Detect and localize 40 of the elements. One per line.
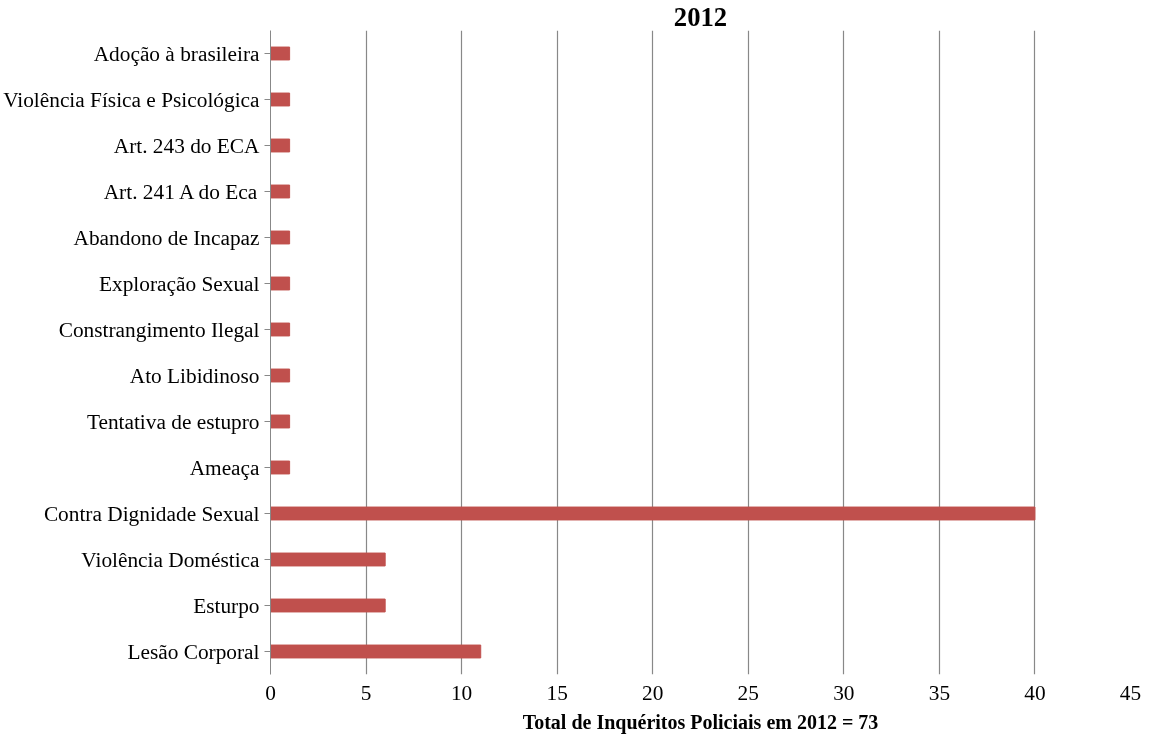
x-tick-label: 45 — [1119, 680, 1142, 705]
y-tick-label: Contra Dignidade Sexual — [43, 501, 260, 526]
x-tick-label: 10 — [450, 680, 473, 705]
bar — [270, 138, 291, 153]
bar — [270, 322, 291, 337]
y-tick-label: Tentativa de estupro — [86, 409, 260, 434]
y-tick-label: Art. 243 do ECA — [113, 133, 261, 158]
y-tick-label: Constrangimento Ilegal — [58, 317, 260, 342]
y-tick-label: Ameaça — [189, 455, 261, 480]
bar — [270, 414, 291, 429]
bar — [270, 368, 291, 383]
y-tick-label: Adoção à brasileira — [93, 41, 261, 66]
y-tick-label: Abandono de Incapaz — [73, 225, 260, 250]
y-tick-label: Exploração Sexual — [99, 271, 260, 296]
bar — [270, 230, 291, 245]
y-tick-label: Ato Libidinoso — [129, 363, 260, 388]
x-tick-label: 0 — [265, 680, 276, 705]
y-tick-label: Violência Doméstica — [81, 547, 261, 572]
chart-title: 2012 — [673, 1, 728, 32]
x-tick-label: 20 — [642, 680, 664, 705]
bar — [270, 92, 291, 107]
bar — [270, 506, 1036, 521]
x-axis-title: Total de Inquéritos Policiais em 2012 = 73 — [522, 710, 879, 734]
x-tick-label: 15 — [546, 680, 568, 705]
bar — [270, 276, 291, 291]
bar — [270, 598, 386, 613]
x-tick-label: 35 — [928, 680, 951, 705]
bar — [270, 46, 291, 61]
bar — [270, 644, 482, 659]
bar — [270, 184, 291, 199]
x-tick-label: 25 — [737, 680, 759, 705]
x-tick-label: 5 — [360, 680, 372, 705]
bar — [270, 552, 386, 567]
y-tick-label: Art. 241 A do Eca — [103, 179, 258, 204]
x-tick-label: 30 — [833, 680, 855, 705]
x-tick-label: 40 — [1024, 680, 1046, 705]
bar — [270, 460, 291, 475]
y-tick-label: Violência Física e Psicológica — [3, 87, 261, 112]
y-tick-label: Esturpo — [193, 593, 260, 618]
y-tick-label: Lesão Corporal — [127, 639, 260, 664]
